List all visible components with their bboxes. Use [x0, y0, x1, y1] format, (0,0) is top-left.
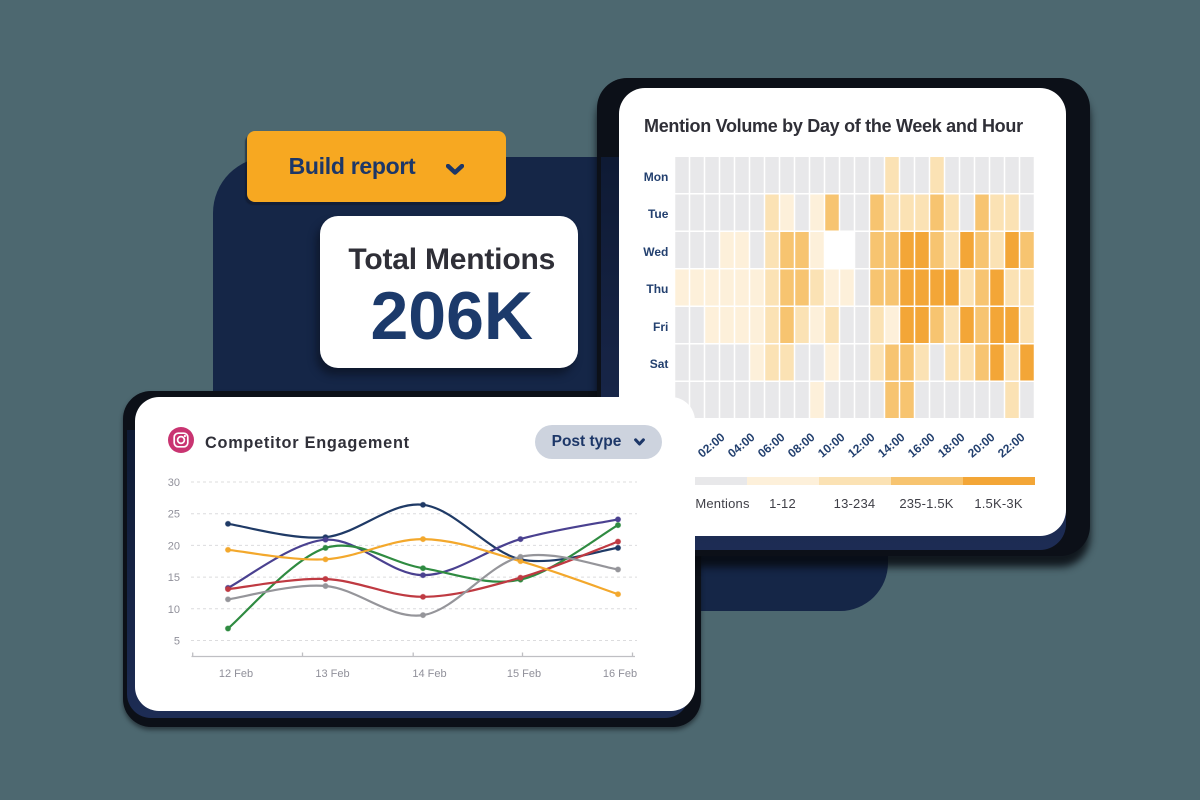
svg-text:10: 10	[168, 604, 180, 616]
svg-text:20: 20	[168, 540, 180, 552]
svg-text:16 Feb: 16 Feb	[603, 668, 637, 680]
svg-text:13 Feb: 13 Feb	[315, 668, 349, 680]
svg-text:12 Feb: 12 Feb	[219, 668, 253, 680]
svg-text:15 Feb: 15 Feb	[507, 668, 541, 680]
svg-text:14 Feb: 14 Feb	[412, 668, 446, 680]
svg-text:25: 25	[168, 509, 180, 521]
svg-text:15: 15	[168, 572, 180, 584]
svg-text:30: 30	[168, 477, 180, 489]
svg-text:5: 5	[174, 636, 180, 648]
